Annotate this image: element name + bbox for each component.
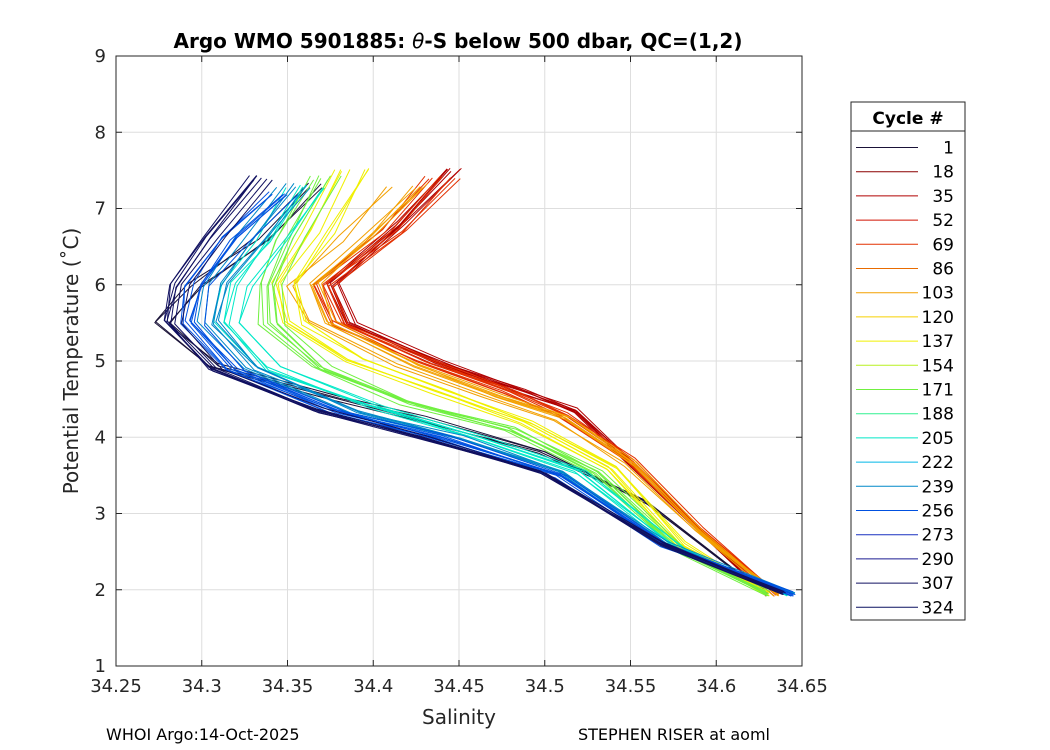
x-tick-label: 34.45 — [433, 676, 485, 697]
legend-label: 18 — [932, 163, 954, 183]
legend-label: 137 — [922, 332, 954, 352]
profile-line — [238, 187, 788, 596]
footer-right: STEPHEN RISER at aoml — [578, 725, 770, 744]
profile-line — [271, 179, 769, 597]
legend-entries: 1 18 35 52 69 86 103 120 137 154 171 188 205 222 239 25… — [856, 139, 954, 618]
axis-ticks: 34.25 34.3 34.35 34.4 34.45 34.5 34.55 34.6 34.6… — [90, 46, 828, 697]
profile-line — [170, 177, 784, 595]
profile-line — [238, 187, 788, 597]
title-prefix: Argo WMO 5901885: — [174, 29, 413, 53]
legend-label: 222 — [922, 453, 954, 473]
legend-label: 1 — [943, 139, 954, 159]
legend-label: 307 — [922, 574, 954, 594]
legend-label: 324 — [922, 598, 954, 618]
profile-line — [257, 175, 766, 594]
profile-line — [181, 179, 786, 594]
y-tick-label: 9 — [95, 46, 106, 67]
chart-title: Argo WMO 5901885: θ-S below 500 dbar, QC… — [174, 29, 743, 53]
y-tick-label: 1 — [95, 656, 106, 677]
y-axis-label: Potential Temperature (˚C) — [59, 228, 83, 495]
profile-line — [313, 178, 776, 593]
x-tick-label: 34.55 — [605, 676, 657, 697]
profile-line — [286, 186, 774, 592]
profile-line — [281, 175, 771, 592]
legend-label: 52 — [932, 211, 954, 231]
profile-line — [223, 186, 785, 593]
profile-line — [292, 186, 775, 597]
y-tick-label: 2 — [95, 580, 106, 601]
profile-line — [277, 169, 766, 592]
profile-line — [217, 184, 795, 595]
y-tick-label: 3 — [95, 504, 106, 525]
x-tick-label: 34.6 — [696, 676, 736, 697]
legend-label: 205 — [922, 429, 954, 449]
profile-line — [189, 193, 794, 593]
legend-label: 154 — [922, 356, 954, 376]
legend-label: 120 — [922, 308, 954, 328]
profile-line — [312, 187, 779, 596]
y-tick-label: 5 — [95, 351, 106, 372]
title-theta: θ — [412, 29, 424, 53]
legend-label: 86 — [932, 260, 954, 280]
legend-label: 69 — [932, 235, 954, 255]
legend-label: 188 — [922, 405, 954, 425]
x-tick-label: 34.5 — [525, 676, 565, 697]
legend-title: Cycle # — [872, 109, 943, 129]
legend-label: 239 — [922, 477, 954, 497]
profile-line — [215, 187, 796, 594]
profile-line — [204, 194, 796, 596]
profile-line — [293, 169, 770, 596]
y-tick-label: 8 — [95, 122, 106, 143]
profile-line — [163, 175, 783, 594]
profile-line — [321, 186, 780, 597]
y-tick-label: 7 — [95, 199, 106, 220]
legend-label: 103 — [922, 284, 954, 304]
footer-left: WHOI Argo:14-Oct-2025 — [106, 725, 300, 744]
title-suffix: -S below 500 dbar, QC=(1,2) — [424, 29, 742, 53]
legend: Cycle # 1 18 35 52 69 86 103 120 137 154 171 188 205… — [850, 101, 966, 621]
legend-box — [850, 101, 966, 621]
legend-label: 35 — [932, 187, 954, 207]
legend-label: 171 — [922, 381, 954, 401]
legend-label: 290 — [922, 550, 954, 570]
profile-lines — [154, 167, 796, 597]
legend-label: 256 — [922, 502, 954, 522]
x-tick-label: 34.65 — [776, 676, 828, 697]
x-tick-label: 34.4 — [353, 676, 393, 697]
x-tick-label: 34.3 — [182, 676, 222, 697]
y-tick-label: 4 — [95, 427, 106, 448]
y-tick-label: 6 — [95, 275, 106, 296]
profile-line — [332, 178, 779, 596]
legend-label: 273 — [922, 526, 954, 546]
x-axis-label: Salinity — [422, 705, 496, 729]
x-tick-label: 34.35 — [262, 676, 314, 697]
x-tick-label: 34.25 — [90, 676, 142, 697]
